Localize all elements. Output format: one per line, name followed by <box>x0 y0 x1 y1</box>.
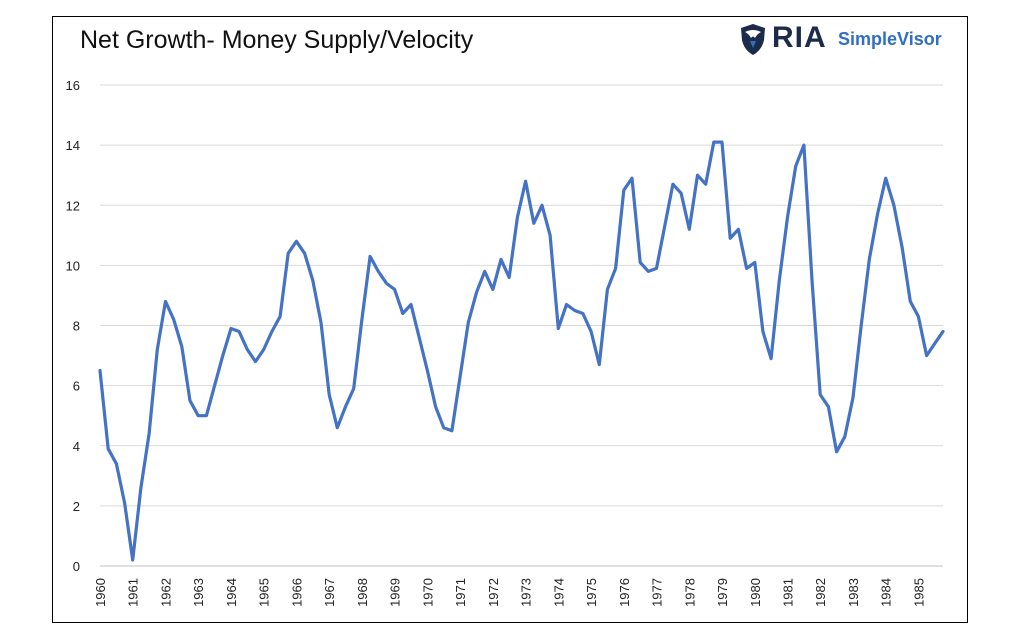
y-tick-label: 0 <box>73 559 80 574</box>
y-tick-label: 6 <box>73 379 80 394</box>
x-tick-label: 1969 <box>388 578 403 607</box>
x-tick-label: 1961 <box>126 578 141 607</box>
x-tick-label: 1972 <box>486 578 501 607</box>
logo-product: SimpleVisor <box>838 29 942 49</box>
series-group <box>98 140 945 562</box>
y-axis-ticks: 0 2 4 6 8 10 12 14 16 <box>66 78 80 574</box>
x-tick-label: 1965 <box>257 578 272 607</box>
x-tick-label: 1967 <box>322 578 337 607</box>
eagle-shield-icon <box>741 24 765 55</box>
x-tick-label: 1970 <box>420 578 435 607</box>
y-tick-label: 16 <box>66 78 80 93</box>
x-tick-label: 1983 <box>846 578 861 607</box>
x-tick-label: 1977 <box>650 578 665 607</box>
x-tick-label: 1985 <box>911 578 926 607</box>
x-axis-ticks: 1960 1961 1962 1963 1964 1965 1966 1967 1968 1969… <box>93 578 926 607</box>
y-tick-label: 12 <box>66 198 80 213</box>
ria-simplevisor-logo: RIA SimpleVisor <box>738 21 958 56</box>
x-tick-label: 1978 <box>682 578 697 607</box>
gridlines <box>100 84 943 567</box>
x-tick-label: 1964 <box>224 578 239 607</box>
x-tick-label: 1966 <box>289 578 304 607</box>
x-tick-label: 1980 <box>748 578 763 607</box>
y-tick-label: 14 <box>66 138 80 153</box>
x-tick-label: 1974 <box>551 578 566 607</box>
x-tick-label: 1982 <box>813 578 828 607</box>
y-tick-label: 2 <box>73 499 80 514</box>
x-tick-label: 1963 <box>191 578 206 607</box>
chart-title: Net Growth- Money Supply/Velocity <box>80 26 474 54</box>
y-tick-label: 4 <box>73 439 80 454</box>
x-tick-label: 1968 <box>355 578 370 607</box>
y-tick-label: 8 <box>73 319 80 334</box>
y-tick-label: 10 <box>66 258 80 273</box>
x-tick-label: 1962 <box>158 578 173 607</box>
series-line <box>98 140 945 562</box>
x-tick-label: 1984 <box>879 578 894 607</box>
x-tick-label: 1973 <box>519 578 534 607</box>
logo-brand: RIA <box>772 21 827 54</box>
x-tick-label: 1971 <box>453 578 468 607</box>
x-tick-label: 1960 <box>93 578 108 607</box>
x-tick-label: 1979 <box>715 578 730 607</box>
x-tick-label: 1981 <box>780 578 795 607</box>
x-tick-label: 1975 <box>584 578 599 607</box>
x-tick-label: 1976 <box>617 578 632 607</box>
